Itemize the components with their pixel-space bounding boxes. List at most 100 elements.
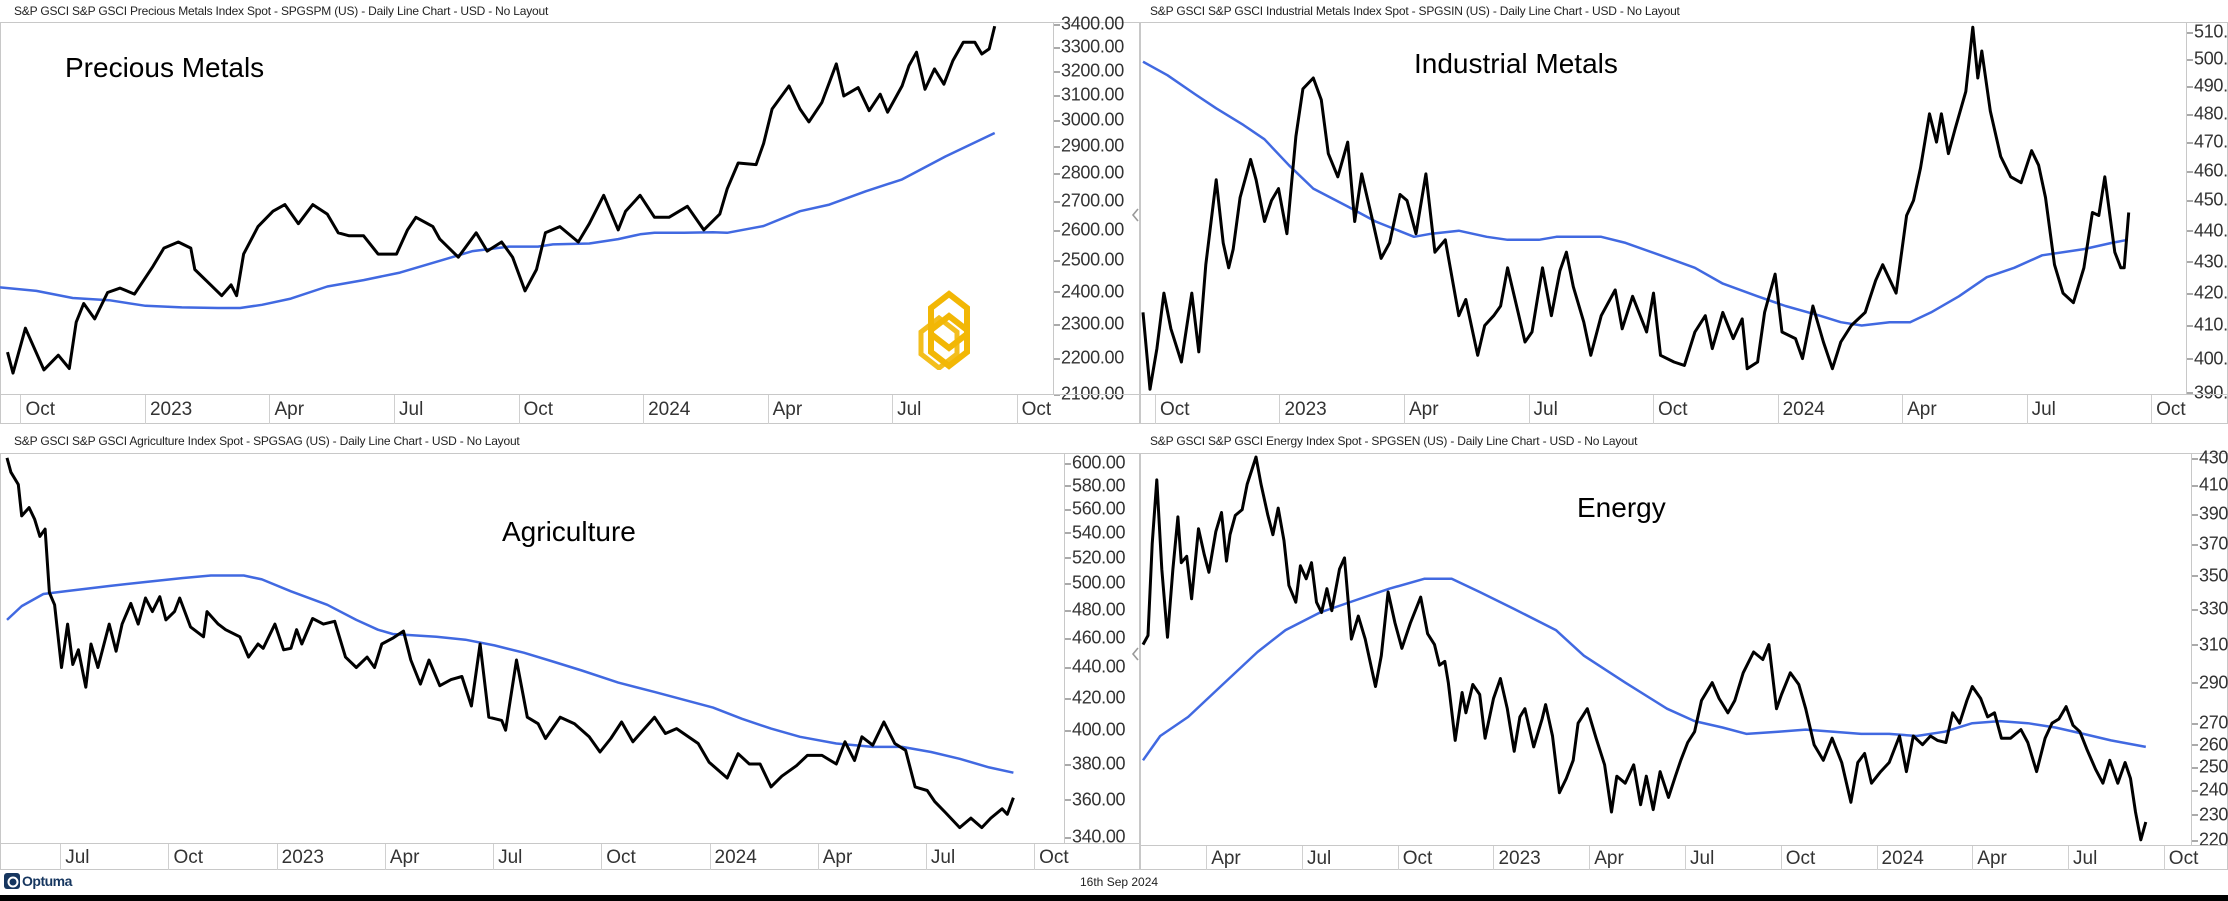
y-tick-label: 2900.00 [1054,136,1124,157]
x-tick: Jul [925,844,955,870]
chart-title: Agriculture [502,516,636,547]
y-tick-label: 580.00 [1065,475,1126,496]
plot-area[interactable] [1141,454,2191,845]
panel-frame [0,22,1140,424]
optuma-logo-icon [4,873,20,889]
x-tick: Apr [269,395,304,424]
x-tick-label: Apr [822,846,853,868]
panel-frame [0,453,1140,870]
x-tick: Jul [1528,395,1558,424]
y-tick-label: 480.00 [1065,600,1126,621]
x-tick-label: Oct [1658,398,1688,420]
price-line [6,25,997,375]
x-tick: 2023 [144,395,192,424]
x-tick: Oct [2151,395,2186,424]
y-tick-label: 500.00 [2187,49,2228,70]
y-tick-label: 430.00 [2192,448,2228,469]
x-tick-label: Oct [25,398,55,420]
x-tick-label: 2023 [1284,398,1327,420]
y-tick-label: 380.00 [1065,753,1126,774]
chart-header: S&P GSCI S&P GSCI Energy Index Spot - SP… [1150,434,1638,448]
y-tick-label: 270.00 [2192,713,2228,734]
y-tick-label: 2500.00 [1054,250,1124,271]
y-tick-label: 410.00 [2192,475,2228,496]
y-tick-label: 2300.00 [1054,314,1124,335]
x-tick-label: Apr [772,398,803,420]
x-tick-label: 2023 [1498,847,1541,869]
y-tick-label: 230.00 [2192,804,2228,825]
y-tick-label: 3100.00 [1054,85,1124,106]
chart-header: S&P GSCI S&P GSCI Industrial Metals Inde… [1150,4,1680,18]
x-tick: Jul [2068,846,2097,870]
y-tick-label: 510.00 [2187,22,2228,43]
y-tick-label: 440.00 [1065,657,1126,678]
collapse-handle-icon[interactable] [1131,645,1140,663]
chart-date: 16th Sep 2024 [1080,875,1159,889]
plot-area[interactable] [5,454,1064,843]
x-axis[interactable]: Oct 2023 Apr Jul Oct 2024 Apr Jul Oct [0,394,1140,424]
x-tick: Oct [1653,395,1688,424]
y-tick-label: 540.00 [1065,522,1126,543]
x-tick: Oct [168,844,203,870]
y-tick-label: 340.00 [1065,827,1126,848]
y-tick-label: 290.00 [2192,672,2228,693]
x-tick-label: Apr [1408,398,1439,420]
y-axis[interactable]: 510.00 500.00 490.00 480.00 470.00 460.00 450.… [2186,22,2228,402]
y-axis[interactable]: 430.00 410.00 390.00 370.00 350.00 330.00 310.… [2191,448,2228,849]
y-axis[interactable]: 600.00 580.00 560.00 540.00 520.00 500.00 480.… [1064,453,1140,847]
x-axis[interactable]: Oct 2023 Apr Jul Oct 2024 Apr Jul Oct [1140,394,2228,424]
x-tick-label: Jul [1690,847,1715,869]
x-tick: Oct [1780,846,1815,870]
moving-average-line [6,574,1014,774]
x-tick: 2024 [1876,846,1924,870]
logo-text: Optuma [22,873,72,889]
price-line [5,457,1015,830]
x-tick: 2023 [1493,846,1541,870]
x-tick: Oct [1154,395,1190,424]
x-tick-label: 2024 [648,398,691,420]
price-line [1141,455,2148,842]
x-tick-label: Jul [399,398,424,420]
x-tick: Oct [1397,846,1432,870]
x-tick-label: Oct [1785,847,1816,869]
y-tick-label: 560.00 [1065,498,1126,519]
y-tick-label: 2800.00 [1054,163,1124,184]
y-tick-label: 2100.00 [1054,384,1124,405]
y-tick-label: 330.00 [2192,599,2228,620]
y-tick-label: 480.00 [2187,103,2228,124]
x-axis[interactable]: Jul Oct 2023 Apr Jul Oct 2024 Apr Jul Oct [0,843,1140,870]
y-tick-label: 3300.00 [1054,37,1124,58]
x-tick-label: Oct [1039,846,1069,868]
chart-title: Energy [1577,492,1666,523]
x-axis[interactable]: Apr Jul Oct 2023 Apr Jul Oct 2024 Apr Jul Oct [1140,845,2228,870]
optuma-logo: Optuma [4,873,72,889]
x-tick-label: Oct [2168,847,2199,869]
y-tick-label: 2700.00 [1054,191,1124,212]
collapse-handle-icon[interactable] [1131,206,1140,224]
y-tick-label: 500.00 [1065,573,1126,594]
y-tick-label: 420.00 [1065,688,1126,709]
x-tick-label: Oct [523,398,554,420]
x-tick: 2023 [276,844,324,870]
y-tick-label: 220.00 [2192,829,2228,850]
x-tick: Apr [1206,846,1241,870]
y-tick-label: 440.00 [2187,220,2228,241]
chart-header: S&P GSCI S&P GSCI Agriculture Index Spot… [14,434,520,448]
y-tick-label: 600.00 [1065,453,1126,474]
x-tick-label: 2023 [149,398,193,420]
y-tick-label: 350.00 [2192,565,2228,586]
y-tick-label: 3000.00 [1054,110,1124,131]
y-axis[interactable]: 3400.00 3300.00 3200.00 3100.00 3000.00 2900.… [1053,14,1140,404]
x-tick: 2023 [1279,395,1327,424]
chart-title: Industrial Metals [1414,48,1618,79]
plot-area[interactable] [1141,23,2186,394]
x-tick-label: Apr [1594,847,1624,869]
y-tick-label: 260.00 [2192,734,2228,755]
x-tick-label: Apr [1977,847,2007,869]
x-tick-label: Oct [606,846,636,868]
x-tick: Oct [2163,846,2198,870]
footer: Optuma 16th Sep 2024 [0,870,2228,895]
x-tick: Jul [394,395,423,424]
plot-area[interactable] [0,23,1053,394]
chart-header: S&P GSCI S&P GSCI Precious Metals Index … [14,4,549,18]
